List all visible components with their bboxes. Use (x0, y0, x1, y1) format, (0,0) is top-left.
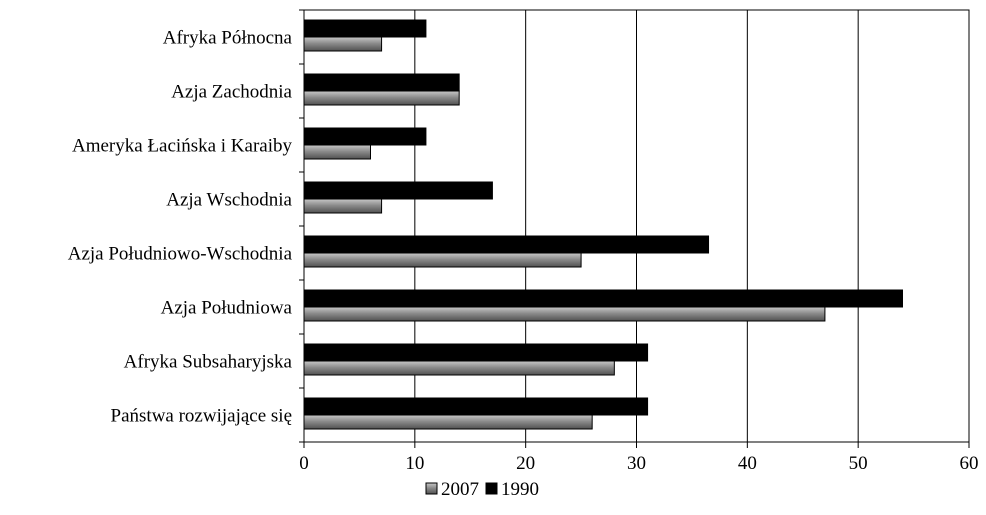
x-tick-label: 60 (960, 453, 979, 474)
x-tick-label: 50 (849, 453, 868, 474)
category-label: Afryka Subsaharyjska (124, 351, 293, 372)
x-tick-label: 0 (299, 453, 309, 474)
gridlines (414, 10, 859, 442)
category-label: Azja Południowa (161, 297, 293, 318)
bar-1990 (303, 235, 710, 254)
legend-swatch-1990 (485, 482, 498, 495)
bars (303, 19, 903, 430)
bar-1990 (303, 73, 460, 92)
bar-2007 (303, 360, 615, 376)
legend-label-1990: 1990 (501, 479, 539, 500)
bar-2007 (303, 90, 460, 106)
axes (299, 9, 970, 448)
legend-label-2007: 2007 (441, 479, 479, 500)
bar-2007 (303, 36, 383, 52)
x-tick-label: 10 (405, 453, 424, 474)
category-label: Państwa rozwijające się (111, 405, 292, 426)
category-label: Azja Zachodnia (171, 81, 292, 102)
legend: 2007 1990 (425, 479, 539, 500)
x-tick-label: 20 (516, 453, 535, 474)
category-label: Azja Południowo-Wschodnia (68, 243, 293, 264)
bar-1990 (303, 289, 903, 308)
labels: Afryka Północna Azja Zachodnia Ameryka Łac… (68, 27, 979, 474)
bar-1990 (303, 181, 493, 200)
bar-1990 (303, 19, 427, 38)
legend-swatch-2007 (425, 482, 438, 495)
bar-1990 (303, 127, 427, 146)
bar-2007 (303, 198, 383, 214)
bar-2007 (303, 414, 593, 430)
bar-2007 (303, 252, 582, 268)
x-tick-label: 40 (738, 453, 757, 474)
bar-2007 (303, 144, 371, 160)
bar-1990 (303, 397, 649, 416)
category-label: Afryka Północna (163, 27, 293, 48)
bar-2007 (303, 306, 826, 322)
category-label: Azja Wschodnia (166, 189, 292, 210)
x-tick-label: 30 (627, 453, 646, 474)
bar-1990 (303, 343, 649, 362)
category-label: Ameryka Łacińska i Karaiby (72, 135, 292, 156)
